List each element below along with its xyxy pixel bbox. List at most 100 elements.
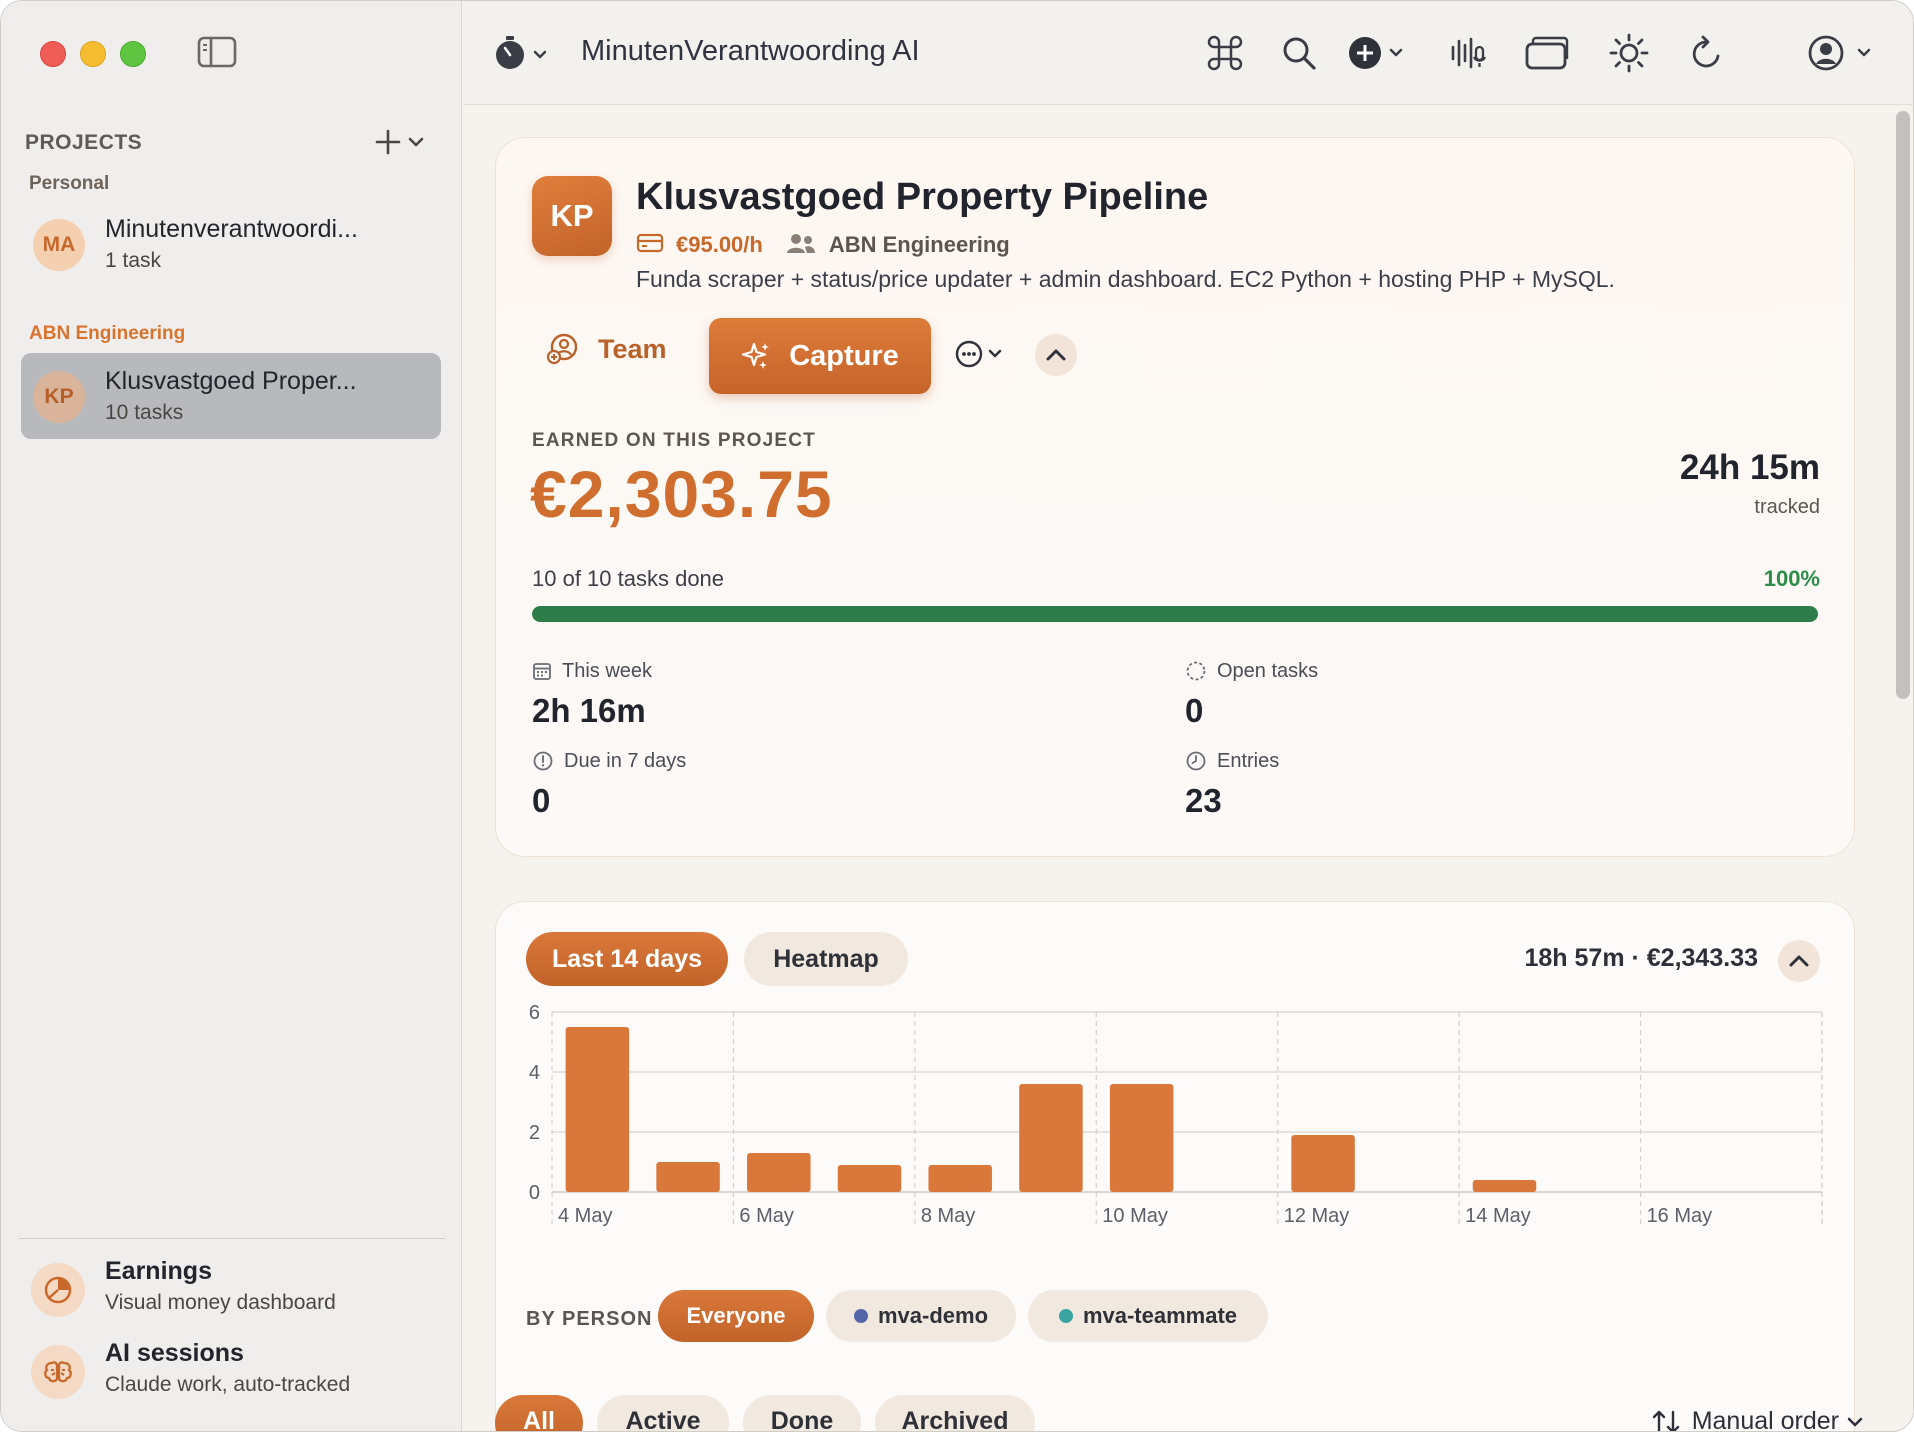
sidebar-project-minutenverantwoording[interactable]: MA Minutenverantwoordi... 1 task — [21, 201, 441, 287]
filter-tab-all[interactable]: All — [495, 1395, 583, 1431]
chevron-up-icon — [1046, 349, 1066, 361]
sparkle-icon — [742, 342, 770, 369]
app-title: MinutenVerantwoording AI — [581, 35, 920, 67]
filter-tab-active[interactable]: Active — [597, 1395, 729, 1431]
ellipsis-icon — [955, 340, 1002, 368]
project-title: Klusvastgoed Property Pipeline — [636, 176, 1209, 218]
y-tick-label: 0 — [529, 1182, 540, 1204]
stat-label: Open tasks — [1217, 659, 1319, 682]
sidebar-item-earnings[interactable]: Earnings Visual money dashboard — [31, 1255, 441, 1325]
person-label: mva-teammate — [1082, 1303, 1238, 1328]
more-options-button[interactable] — [954, 334, 1010, 374]
stat-label: Entries — [1217, 749, 1280, 772]
chevron-down-icon — [1847, 1417, 1863, 1426]
sidebar: PROJECTS Personal MA Minutenverantwoordi… — [1, 1, 462, 1431]
tasks-progress-bar — [532, 606, 1818, 622]
stat-value: 2h 16m — [532, 692, 646, 729]
tasks-percent: 100% — [1763, 566, 1820, 591]
earnings-title: Earnings — [105, 1257, 212, 1285]
stat-entries: Entries 23 — [1185, 748, 1279, 820]
x-tick-label: 8 May — [921, 1205, 975, 1227]
stat-value: 0 — [1185, 692, 1204, 729]
scrollbar[interactable] — [1891, 105, 1913, 1431]
project-meta: €95.00/h ABN Engineering — [636, 230, 1010, 260]
person-color-dot — [853, 1309, 868, 1323]
chart-bar — [747, 1153, 811, 1192]
team-button[interactable]: Team — [546, 324, 667, 374]
brain-icon — [31, 1345, 85, 1399]
close-window-button[interactable] — [40, 41, 66, 67]
earned-label: EARNED ON THIS PROJECT — [532, 430, 816, 451]
project-name: Klusvastgoed Proper... — [105, 367, 357, 395]
x-tick-label: 4 May — [558, 1205, 612, 1227]
stat-label: This week — [562, 659, 653, 682]
chart-bar — [1291, 1135, 1355, 1192]
add-icon[interactable] — [1347, 31, 1409, 75]
chart-summary: 18h 57m · €2,343.33 — [1524, 944, 1759, 972]
avatar: MA — [33, 219, 85, 271]
group-label-abn-engineering: ABN Engineering — [29, 323, 186, 344]
capture-button[interactable]: Capture — [709, 318, 931, 394]
timer-icon[interactable] — [493, 33, 549, 73]
add-project-button[interactable] — [374, 127, 430, 157]
client-name: ABN Engineering — [828, 232, 1010, 257]
x-tick-label: 14 May — [1465, 1205, 1531, 1227]
by-person-label: BY PERSON — [526, 1308, 653, 1330]
sort-order-select[interactable]: Manual order — [1650, 1407, 1865, 1432]
scrollbar-thumb[interactable] — [1896, 111, 1910, 699]
y-tick-label: 2 — [529, 1122, 540, 1144]
collapse-chart-button[interactable] — [1778, 940, 1820, 982]
team-label: Team — [598, 333, 667, 364]
project-description: Funda scraper + status/price updater + a… — [636, 266, 1615, 292]
filter-tab-done[interactable]: Done — [743, 1395, 861, 1431]
tab-heatmap[interactable]: Heatmap — [744, 932, 908, 986]
person-filter-mva-teammate[interactable]: mva-teammate — [1028, 1290, 1268, 1342]
y-tick-label: 6 — [529, 1002, 540, 1024]
group-label-personal: Personal — [29, 173, 110, 194]
windows-icon[interactable] — [1523, 31, 1571, 75]
alert-circle-icon — [533, 751, 553, 771]
avatar: KP — [33, 371, 85, 423]
person-label: mva-demo — [877, 1303, 989, 1328]
progress-fill — [532, 606, 1818, 622]
brightness-icon[interactable] — [1607, 31, 1651, 75]
zoom-window-button[interactable] — [120, 41, 146, 67]
people-icon — [785, 232, 817, 259]
calendar-icon — [533, 663, 551, 680]
sort-label: Manual order — [1691, 1407, 1839, 1432]
account-icon[interactable] — [1807, 31, 1877, 75]
pie-chart-icon — [31, 1263, 85, 1317]
sidebar-item-ai-sessions[interactable]: AI sessions Claude work, auto-tracked — [31, 1337, 441, 1407]
filter-tab-archived[interactable]: Archived — [875, 1395, 1035, 1431]
chart-bar — [837, 1165, 902, 1192]
x-tick-label: 16 May — [1647, 1205, 1713, 1227]
project-card: KP Klusvastgoed Property Pipeline €95.00… — [495, 137, 1855, 857]
sidebar-project-klusvastgoed[interactable]: KP Klusvastgoed Proper... 10 tasks — [21, 353, 441, 439]
collapse-project-button[interactable] — [1035, 334, 1077, 376]
person-filter-everyone[interactable]: Everyone — [658, 1290, 814, 1342]
voice-icon[interactable] — [1447, 31, 1491, 75]
person-filter-mva-demo[interactable]: mva-demo — [826, 1290, 1016, 1342]
tab-last-14-days[interactable]: Last 14 days — [526, 932, 728, 986]
tracked-label: tracked — [1754, 496, 1820, 518]
chart-bar — [565, 1027, 630, 1192]
dashed-circle-icon — [1186, 661, 1206, 681]
project-avatar: KP — [532, 176, 612, 256]
search-icon[interactable] — [1277, 31, 1321, 75]
chart-bar — [1472, 1180, 1537, 1192]
x-tick-label: 12 May — [1284, 1205, 1350, 1227]
minimize-window-button[interactable] — [80, 41, 106, 67]
projects-section-label: PROJECTS — [25, 131, 143, 154]
sidebar-toggle-icon[interactable] — [196, 35, 238, 69]
time-chart-card: Last 14 days Heatmap 18h 57m · €2,343.33… — [495, 901, 1855, 1431]
command-icon[interactable] — [1203, 31, 1247, 75]
hours-bar-chart: 0 2 4 6 4 May 6 May 8 May 10 May 12 May 14 May 16 … — [529, 1002, 1823, 1228]
stat-value: 0 — [532, 782, 551, 819]
sort-icon — [1652, 1410, 1679, 1431]
refresh-icon[interactable] — [1685, 31, 1729, 75]
earned-amount: €2,303.75 — [530, 457, 833, 531]
capture-label: Capture — [789, 339, 899, 372]
earnings-subtitle: Visual money dashboard — [105, 1291, 336, 1314]
chart-bar — [656, 1162, 720, 1192]
team-icon — [546, 333, 578, 365]
